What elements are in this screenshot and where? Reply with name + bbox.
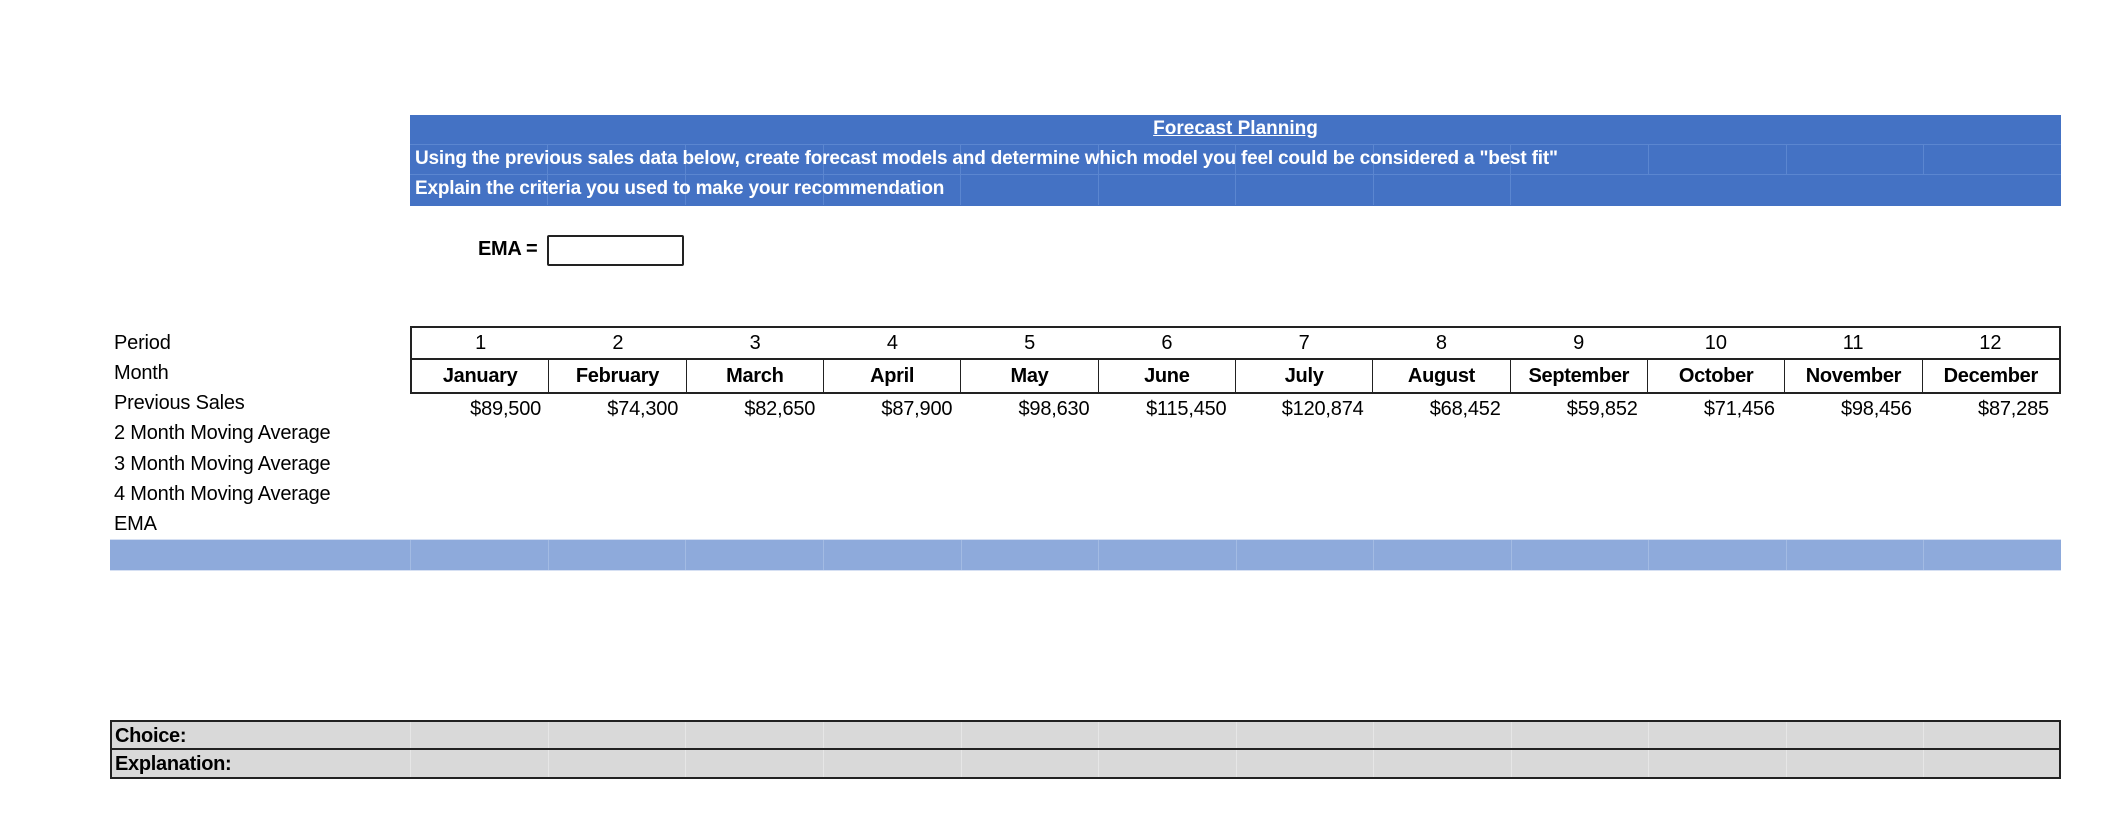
month-cell[interactable]: May bbox=[961, 360, 1099, 392]
sales-cell[interactable]: $87,900 bbox=[881, 397, 953, 420]
month-cell[interactable]: June bbox=[1099, 360, 1236, 392]
month-cell[interactable]: December bbox=[1943, 364, 2039, 387]
sales-cell[interactable]: $74,300 bbox=[607, 397, 679, 420]
label-previous-sales: Previous Sales bbox=[114, 392, 245, 414]
period-cell[interactable]: 8 bbox=[1435, 331, 1447, 354]
month-cell[interactable]: March bbox=[687, 360, 824, 392]
summary-band-row[interactable] bbox=[110, 539, 2061, 571]
month-row: January February March April May June Ju… bbox=[410, 359, 2061, 394]
month-cell[interactable]: January bbox=[412, 360, 550, 392]
sales-cell[interactable]: $89,500 bbox=[470, 397, 542, 420]
period-cell[interactable]: 5 bbox=[1024, 331, 1036, 354]
month-cell[interactable]: February bbox=[549, 360, 687, 392]
period-row: 1 2 3 4 5 6 7 8 9 10 11 12 bbox=[410, 326, 2061, 359]
month-cell[interactable]: September bbox=[1511, 360, 1648, 392]
label-period: Period bbox=[114, 332, 171, 354]
period-cell[interactable]: 7 bbox=[1298, 331, 1310, 354]
previous-sales-row: $89,500 $74,300 $82,650 $87,900 $98,630 … bbox=[410, 394, 2061, 424]
sales-cell[interactable]: $120,874 bbox=[1281, 397, 1364, 420]
period-cell[interactable]: 3 bbox=[749, 331, 761, 354]
label-3-month-ma: 3 Month Moving Average bbox=[114, 453, 331, 475]
sales-cell[interactable]: $68,452 bbox=[1429, 397, 1501, 420]
instruction-text-2: Explain the criteria you used to make yo… bbox=[415, 178, 945, 199]
period-cell[interactable]: 11 bbox=[1842, 331, 1864, 354]
period-cell[interactable]: 4 bbox=[886, 331, 898, 354]
sales-cell[interactable]: $82,650 bbox=[744, 397, 816, 420]
label-4-month-ma: 4 Month Moving Average bbox=[114, 483, 331, 505]
explanation-field[interactable]: Explanation: bbox=[110, 749, 2061, 779]
instruction-text-1: Using the previous sales data below, cre… bbox=[415, 148, 1558, 169]
label-2-month-ma: 2 Month Moving Average bbox=[114, 422, 331, 444]
period-cell[interactable]: 10 bbox=[1704, 331, 1727, 354]
month-cell[interactable]: April bbox=[824, 360, 962, 392]
sales-cell[interactable]: $71,456 bbox=[1703, 397, 1775, 420]
sales-cell[interactable]: $98,630 bbox=[1018, 397, 1090, 420]
ema-input-cell[interactable] bbox=[547, 235, 684, 266]
banner-instruction-row-2: Explain the criteria you used to make yo… bbox=[410, 175, 2061, 205]
month-cell[interactable]: November bbox=[1785, 360, 1923, 392]
explanation-label: Explanation: bbox=[115, 753, 232, 775]
sales-table: 1 2 3 4 5 6 7 8 9 10 11 12 January Febru… bbox=[410, 326, 2061, 424]
sales-cell[interactable]: $87,285 bbox=[1978, 397, 2049, 420]
ema-input-label: EMA = bbox=[478, 238, 538, 260]
month-cell[interactable]: July bbox=[1236, 360, 1374, 392]
sales-cell[interactable]: $59,852 bbox=[1566, 397, 1638, 420]
period-cell[interactable]: 9 bbox=[1573, 331, 1585, 354]
choice-field[interactable]: Choice: bbox=[110, 720, 2061, 750]
banner-title-row: Forecast Planning bbox=[410, 115, 2061, 145]
sales-cell[interactable]: $98,456 bbox=[1840, 397, 1912, 420]
label-month: Month bbox=[114, 362, 169, 384]
period-cell[interactable]: 2 bbox=[612, 331, 624, 354]
choice-label: Choice: bbox=[115, 725, 187, 747]
page-title: Forecast Planning bbox=[1153, 118, 1318, 139]
banner-instruction-row-1: Using the previous sales data below, cre… bbox=[410, 145, 2061, 175]
label-ema: EMA bbox=[114, 513, 157, 535]
period-cell[interactable]: 6 bbox=[1161, 331, 1173, 354]
period-cell[interactable]: 1 bbox=[475, 331, 487, 354]
month-cell[interactable]: October bbox=[1648, 360, 1786, 392]
period-cell[interactable]: 12 bbox=[1979, 331, 2002, 354]
sales-cell[interactable]: $115,450 bbox=[1146, 397, 1227, 420]
month-cell[interactable]: August bbox=[1373, 360, 1511, 392]
instructions-banner: Forecast Planning Using the previous sal… bbox=[410, 115, 2061, 206]
